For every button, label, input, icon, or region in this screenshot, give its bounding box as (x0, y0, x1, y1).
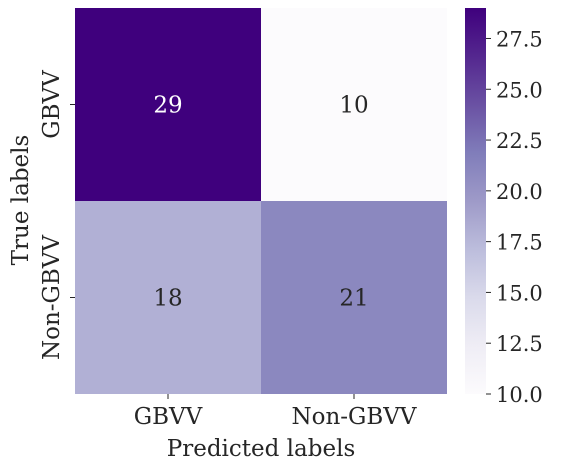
x-tick-label: GBVV (134, 404, 203, 430)
heatmap-cell-value: 29 (153, 93, 182, 119)
heatmap-cell-value: 18 (153, 286, 182, 312)
colorbar-tick-label: 15.0 (496, 281, 543, 305)
y-axis-ticks: GBVV Non-GBVV (39, 70, 75, 360)
colorbar-ticks: 10.0 12.5 15.0 17.5 20.0 22.5 25.0 27.5 (486, 27, 543, 407)
heatmap-cell-labels: 29 10 18 21 (153, 93, 368, 312)
x-axis-ticks: GBVV Non-GBVV (134, 394, 417, 430)
colorbar-tick-label: 25.0 (496, 78, 543, 102)
heatmap-cell (261, 8, 447, 201)
heatmap-cells (75, 8, 447, 394)
heatmap-cell (75, 201, 261, 394)
y-axis-label: True labels (8, 135, 34, 266)
colorbar-tick-label: 17.5 (496, 231, 543, 255)
colorbar-tick-label: 20.0 (496, 180, 543, 204)
x-axis-label: Predicted labels (167, 436, 356, 462)
y-tick-label: Non-GBVV (39, 235, 65, 360)
colorbar-tick-label: 10.0 (496, 383, 543, 407)
colorbar-tick-label: 12.5 (496, 332, 543, 356)
heatmap-cell (75, 8, 261, 201)
heatmap-cell (261, 201, 447, 394)
colorbar-tick-label: 27.5 (496, 27, 543, 51)
heatmap-cell-value: 21 (339, 286, 368, 312)
colorbar (465, 8, 486, 394)
colorbar-tick-label: 22.5 (496, 129, 543, 153)
y-tick-label: GBVV (39, 70, 65, 139)
x-tick-label: Non-GBVV (291, 404, 416, 430)
heatmap-cell-value: 10 (339, 93, 368, 119)
